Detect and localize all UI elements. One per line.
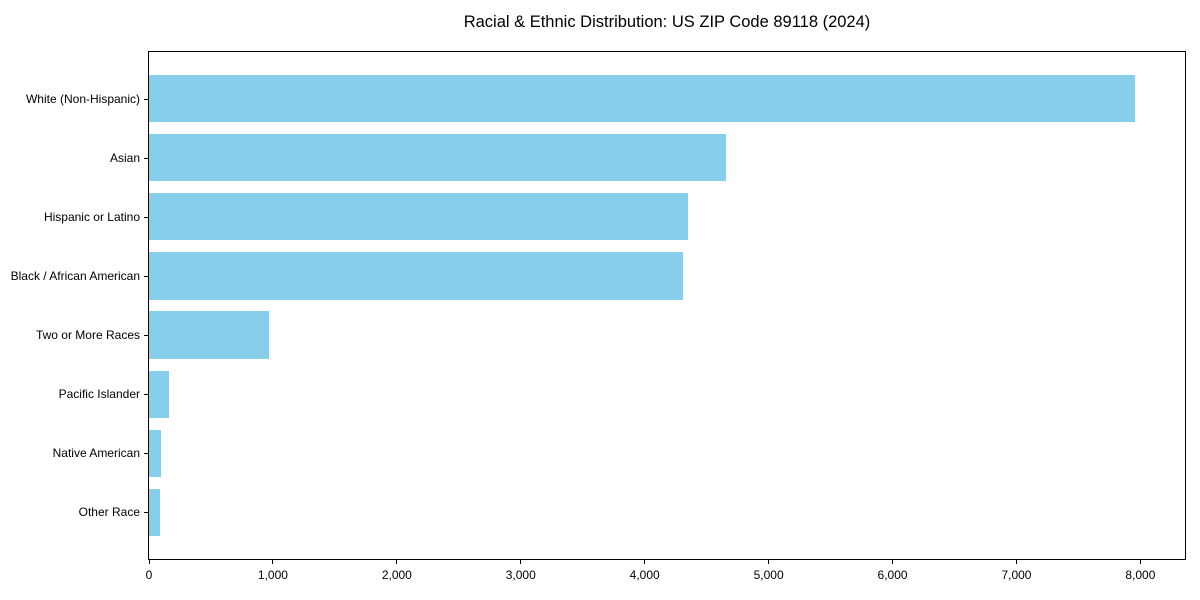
y-tick-mark (144, 275, 148, 277)
bar (149, 370, 169, 418)
bars-container: White (Non-Hispanic) Asian Hispanic or Lat… (11, 52, 1185, 559)
bar-row: Two or More Races (36, 311, 1185, 359)
y-tick-mark (144, 394, 148, 396)
x-tick-mark (272, 560, 274, 564)
y-tick-mark (144, 453, 148, 455)
x-tick-mark (520, 560, 522, 564)
x-tick-label: 4,000 (629, 568, 660, 582)
x-tick-mark (396, 560, 398, 564)
bar-row: Black / African American (11, 252, 1185, 300)
y-axis-label: Black / African American (10, 268, 140, 283)
y-axis-label: White (Non-Hispanic) (25, 91, 140, 106)
x-tick-label: 7,000 (1001, 568, 1032, 582)
bar-row: Pacific Islander (59, 370, 1185, 418)
bar-row: White (Non-Hispanic) (26, 75, 1185, 123)
y-tick-mark (144, 157, 148, 159)
x-tick-label: 8,000 (1125, 568, 1156, 582)
y-axis-label: Native American (52, 446, 140, 461)
bar (149, 488, 160, 536)
x-tick-label: 6,000 (877, 568, 908, 582)
bar (149, 75, 1136, 123)
x-tick-mark (892, 560, 894, 564)
x-tick-mark (644, 560, 646, 564)
chart-title: Racial & Ethnic Distribution: US ZIP Cod… (463, 13, 871, 31)
bar-row: Asian (110, 134, 1185, 182)
y-axis-label: Pacific Islander (58, 387, 140, 402)
bar-row: Other Race (79, 488, 1185, 536)
plot-area: White (Non-Hispanic) Asian Hispanic or Lat… (11, 51, 1186, 582)
bar (149, 252, 684, 300)
x-tick-label: 3,000 (505, 568, 536, 582)
x-tick-mark (768, 560, 770, 564)
bar-row: Native American (53, 429, 1185, 477)
y-axis-label: Other Race (78, 505, 140, 520)
y-tick-mark (144, 216, 148, 218)
bar-row: Hispanic or Latino (44, 193, 1185, 241)
y-tick-mark (144, 98, 148, 100)
x-tick-mark (1139, 560, 1141, 564)
bar (149, 193, 689, 241)
x-tick-label: 1,000 (257, 568, 288, 582)
bar (149, 311, 270, 359)
y-axis-label: Hispanic or Latino (43, 209, 140, 224)
x-tick-mark (148, 560, 150, 564)
y-tick-mark (144, 512, 148, 514)
y-tick-mark (144, 335, 148, 337)
x-tick-mark (1015, 560, 1017, 564)
y-axis-label: Two or More Races (35, 328, 140, 343)
x-tick-label: 2,000 (381, 568, 412, 582)
x-tick-label: 5,000 (753, 568, 784, 582)
y-axis-label: Asian (109, 150, 140, 165)
x-tick-label: 0 (145, 568, 153, 582)
bar (149, 429, 162, 477)
bar (149, 134, 726, 182)
